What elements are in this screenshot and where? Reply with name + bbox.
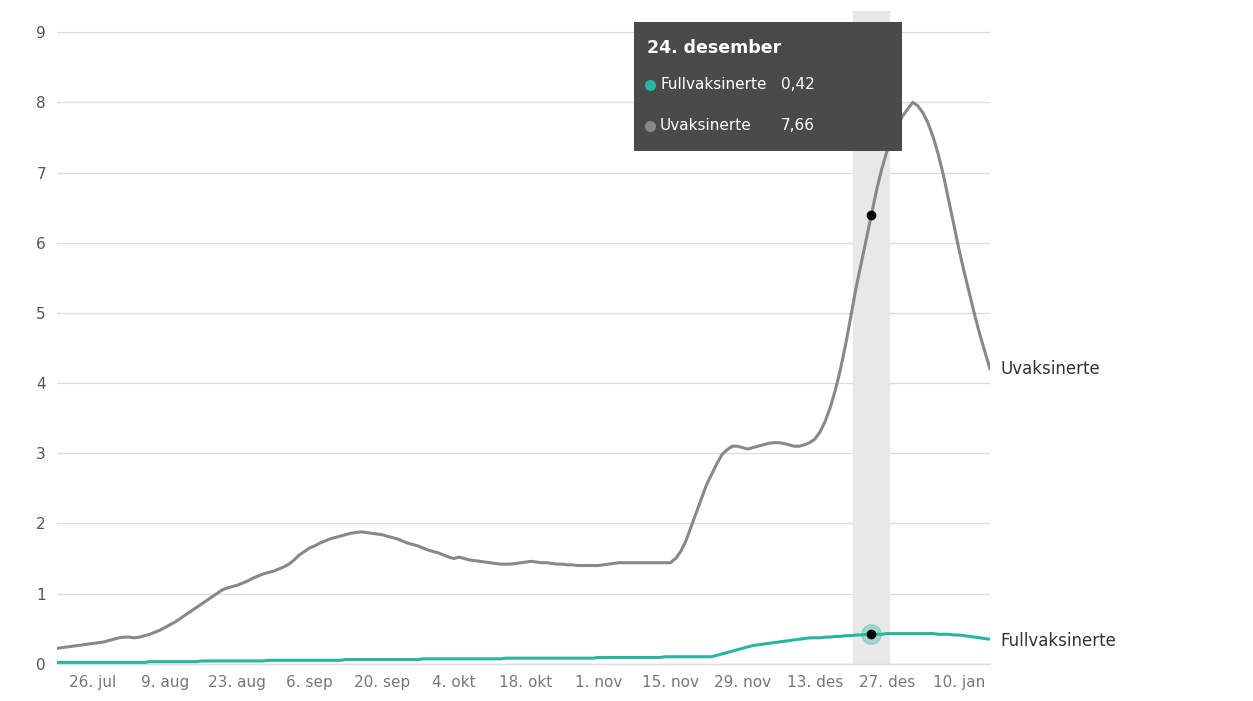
Text: 0,42: 0,42 bbox=[781, 77, 814, 93]
Text: 24. desember: 24. desember bbox=[648, 39, 782, 57]
Text: Fullvaksinerte: Fullvaksinerte bbox=[1000, 632, 1116, 651]
Text: Uvaksinerte: Uvaksinerte bbox=[1000, 360, 1100, 378]
Text: Fullvaksinerte: Fullvaksinerte bbox=[660, 77, 767, 93]
Text: Uvaksinerte: Uvaksinerte bbox=[660, 118, 752, 133]
Bar bbox=[853, 11, 890, 664]
FancyBboxPatch shape bbox=[634, 22, 902, 151]
Text: 7,66: 7,66 bbox=[781, 118, 816, 133]
